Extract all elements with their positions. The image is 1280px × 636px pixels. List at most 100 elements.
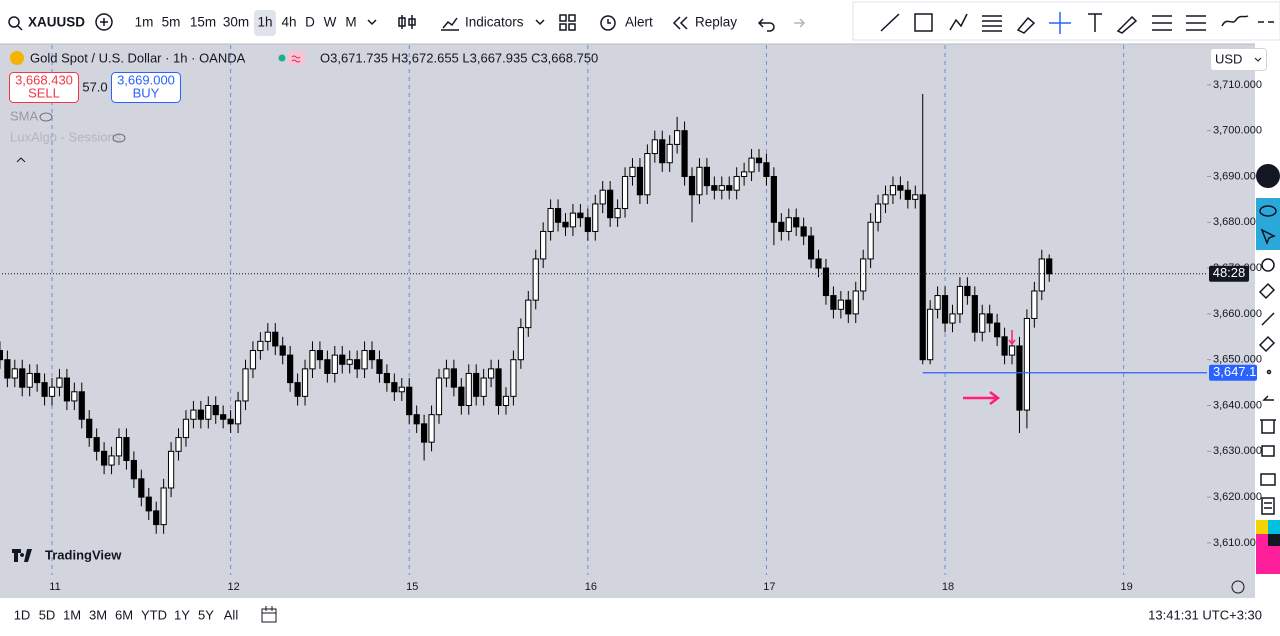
candle-body: [480, 377, 487, 397]
candle-body: [63, 377, 70, 402]
tool-icons[interactable]: [1258, 205, 1277, 515]
search-icon[interactable]: [8, 16, 20, 28]
candle-body: [376, 359, 383, 374]
candle-body: [450, 368, 457, 388]
redo-button[interactable]: [794, 18, 806, 28]
candle-body: [785, 217, 792, 232]
range-button[interactable]: 6M: [115, 607, 133, 622]
arrow-annotation[interactable]: [1008, 330, 1016, 346]
range-button[interactable]: 1M: [63, 607, 81, 622]
currency[interactable]: USD: [1215, 51, 1242, 66]
candle-body: [78, 391, 85, 420]
hide-icon[interactable]: [112, 133, 126, 143]
interval-button[interactable]: 30m: [223, 15, 249, 30]
candle-body: [659, 139, 666, 164]
market-status: [278, 54, 286, 62]
arrow-annotation[interactable]: [963, 391, 1001, 405]
candle-body: [71, 391, 78, 402]
candle-body: [919, 194, 926, 361]
range-button[interactable]: 3M: [89, 607, 107, 622]
interval-button[interactable]: 15m: [190, 15, 216, 30]
candle-body: [852, 290, 859, 315]
symbol-logo: [10, 51, 24, 65]
range-button[interactable]: 1Y: [174, 607, 190, 622]
candle-body: [406, 386, 413, 416]
hide-icon[interactable]: [39, 112, 53, 122]
candle-body: [86, 418, 93, 439]
sell-button[interactable]: [9, 72, 79, 103]
color-swatch: [1268, 534, 1280, 546]
candle-body: [897, 185, 904, 191]
range-button[interactable]: 5D: [39, 607, 56, 622]
candle-body: [964, 285, 971, 297]
interval-button[interactable]: M: [345, 15, 356, 30]
candle-body: [562, 221, 569, 228]
candle-body: [473, 372, 480, 397]
symbol[interactable]: XAUUSD: [28, 15, 85, 30]
chart-type-button[interactable]: [398, 15, 416, 29]
candle-body: [592, 203, 599, 232]
color-swatch: [1268, 520, 1280, 534]
clock[interactable]: 13:41:31 UTC+3:30: [1148, 607, 1262, 622]
undo-button[interactable]: [757, 18, 775, 32]
candle-body: [398, 386, 405, 393]
candle-body: [339, 354, 346, 365]
candle-body: [696, 166, 703, 196]
candle-body: [100, 450, 108, 466]
candle-body: [584, 217, 591, 232]
candle-body: [26, 372, 33, 388]
candle-body: [912, 194, 919, 200]
interval-button[interactable]: 1m: [135, 15, 154, 30]
interval-button[interactable]: 4h: [281, 15, 296, 30]
range-button[interactable]: 1D: [14, 607, 31, 622]
candle-body: [421, 423, 428, 443]
bottom-toolbar: [0, 598, 1280, 636]
interval-button[interactable]: W: [324, 15, 337, 30]
layouts-button[interactable]: [559, 14, 576, 31]
collapse-legend[interactable]: [16, 157, 26, 163]
tool-badge[interactable]: [1256, 164, 1280, 188]
candle-body: [0, 350, 4, 361]
candle-body: [316, 350, 324, 361]
price-tag: [1209, 364, 1257, 381]
candle-body: [190, 409, 197, 420]
candle-body: [212, 405, 219, 416]
interval-button[interactable]: D: [305, 15, 315, 30]
goto-date[interactable]: [261, 606, 277, 623]
replay-button[interactable]: Replay: [695, 15, 737, 30]
candle-body: [540, 230, 547, 260]
candle-body: [971, 295, 978, 333]
range-button[interactable]: 5Y: [198, 607, 214, 622]
candle-body: [264, 331, 271, 342]
candle-body: [569, 212, 577, 228]
range-button[interactable]: YTD: [141, 607, 167, 622]
x-tick-label: 12: [227, 581, 239, 593]
candle-body: [56, 377, 63, 388]
compare-button[interactable]: [95, 13, 113, 31]
interval-dropdown[interactable]: [367, 19, 377, 26]
candle-body: [532, 258, 539, 301]
interval-button[interactable]: 1h: [257, 15, 272, 30]
color-swatch: [1256, 520, 1268, 534]
candle-body: [175, 437, 182, 452]
alert-button[interactable]: Alert: [625, 15, 653, 30]
buy-button[interactable]: [111, 72, 181, 103]
interval-button[interactable]: 5m: [162, 15, 181, 30]
range-button[interactable]: All: [224, 607, 239, 622]
candle-body: [301, 368, 309, 397]
candle-body: [4, 359, 11, 379]
indicator-sessions[interactable]: LuxAlgo - Sessions: [10, 129, 122, 144]
indicators-button[interactable]: Indicators: [465, 15, 524, 30]
candle-body: [755, 157, 763, 164]
settings-button[interactable]: [1231, 580, 1245, 594]
candle-body: [502, 395, 510, 407]
indicator-sma[interactable]: SMA: [10, 108, 39, 123]
candle-body: [19, 368, 26, 388]
candle-body: [48, 386, 56, 397]
indicators-dropdown[interactable]: [535, 19, 545, 26]
candle-body: [517, 327, 524, 361]
candle-body: [361, 350, 368, 370]
x-tick-label: 11: [49, 581, 60, 593]
currency-select[interactable]: [1210, 48, 1267, 71]
